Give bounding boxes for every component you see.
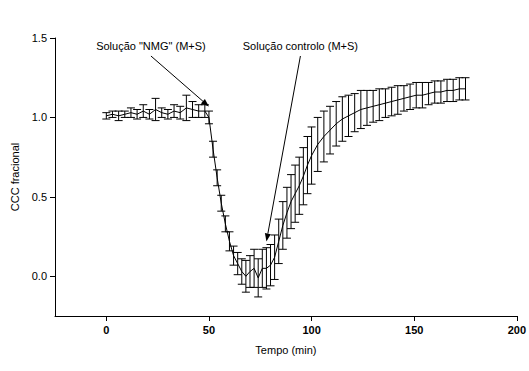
svg-text:CCC fracional: CCC fracional [9,143,21,211]
svg-text:Tempo (min): Tempo (min) [255,344,316,356]
svg-text:1.5: 1.5 [32,32,47,44]
svg-text:0: 0 [103,324,109,336]
svg-text:200: 200 [508,324,526,336]
svg-text:50: 50 [203,324,215,336]
svg-text:0.5: 0.5 [32,191,47,203]
svg-text:0.0: 0.0 [32,270,47,282]
svg-text:150: 150 [405,324,423,336]
svg-text:Solução controlo (M+S): Solução controlo (M+S) [243,40,358,52]
svg-text:100: 100 [302,324,320,336]
svg-text:1.0: 1.0 [32,111,47,123]
svg-text:Solução "NMG" (M+S): Solução "NMG" (M+S) [96,40,206,52]
